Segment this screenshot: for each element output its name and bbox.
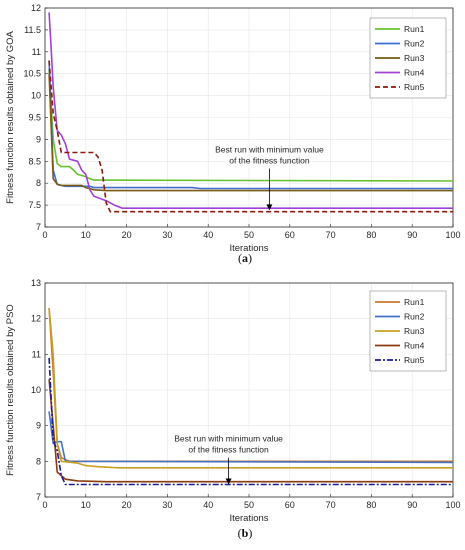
legend-label-run4: Run4 — [404, 68, 425, 78]
x-tick-label: 30 — [162, 500, 172, 510]
legend-label-run2: Run2 — [404, 312, 425, 322]
x-tick-label: 80 — [366, 500, 376, 510]
x-tick-label: 10 — [81, 230, 91, 240]
annotation-text: Best run with minimum value — [215, 145, 324, 155]
x-tick-label: 100 — [445, 230, 460, 240]
x-tick-label: 50 — [244, 230, 254, 240]
y-tick-label: 9 — [36, 134, 41, 144]
panel-caption-open: ( — [238, 526, 242, 540]
y-tick-label: 12 — [31, 3, 41, 13]
x-tick-label: 40 — [203, 230, 213, 240]
annotation-arrow-head — [266, 204, 273, 211]
series-line-run5 — [48, 357, 453, 486]
y-tick-label: 10.5 — [23, 69, 41, 79]
series-line-run3 — [48, 73, 453, 192]
panel-caption: (b) — [238, 526, 253, 540]
y-tick-label: 10 — [31, 385, 41, 395]
x-tick-label: 60 — [285, 500, 295, 510]
x-tick-label: 90 — [407, 230, 417, 240]
y-tick-label: 7 — [36, 492, 41, 502]
y-tick-label: 9.5 — [28, 113, 41, 123]
series-line-run1 — [48, 69, 453, 182]
y-tick-label: 7 — [36, 222, 41, 232]
y-tick-label: 9 — [36, 421, 41, 431]
legend-label-run3: Run3 — [404, 326, 425, 336]
x-tick-label: 70 — [326, 230, 336, 240]
series-line-run5 — [48, 60, 453, 213]
y-tick-label: 11 — [32, 349, 41, 359]
x-tick-label: 0 — [42, 230, 47, 240]
legend-label-run5: Run5 — [404, 82, 425, 92]
y-axis-label: Fitness function results obtained by GOA — [5, 31, 16, 204]
x-tick-label: 10 — [81, 500, 91, 510]
y-axis-label: Fitness function results obtained by PSO — [5, 304, 16, 476]
x-tick-label: 90 — [407, 500, 417, 510]
y-tick-label: 8.5 — [28, 156, 41, 166]
chart-panel-b: 0 10 20 30 40 50 60 70 80 90 100 7 8 9 10 11 12 13 Iterati… — [5, 278, 461, 540]
legend-label-run3: Run3 — [404, 53, 425, 63]
legend-label-run1: Run1 — [404, 24, 425, 34]
panel-caption-open: ( — [238, 251, 242, 265]
legend-label-run4: Run4 — [404, 341, 425, 351]
panel-caption: (a) — [238, 251, 252, 265]
y-tick-label: 8 — [36, 178, 41, 188]
annotation-text: Best run with minimum value — [174, 434, 283, 444]
y-tick-label: 10 — [31, 91, 41, 101]
x-tick-label: 80 — [366, 230, 376, 240]
x-tick-label: 40 — [203, 500, 213, 510]
chart-panel-a: 0 10 20 30 40 50 60 70 80 90 100 7 7.5 8 8.5 9 9.5 10 10.5… — [5, 3, 461, 265]
x-tick-label: 60 — [285, 230, 295, 240]
x-tick-label: 30 — [162, 230, 172, 240]
panel-caption-close: ) — [248, 251, 252, 265]
series-line-run4 — [48, 12, 453, 209]
x-axis-label: Iterations — [229, 513, 268, 524]
legend-label-run5: Run5 — [404, 355, 425, 365]
panel-caption-letter: b — [242, 526, 249, 540]
y-tick-label: 7.5 — [28, 200, 41, 210]
panel-caption-close: ) — [248, 526, 252, 540]
y-tick-label: 13 — [31, 278, 41, 288]
y-tick-label: 11.5 — [24, 25, 41, 35]
y-tick-label: 12 — [31, 314, 41, 324]
series-line-run2 — [48, 60, 453, 190]
series-group — [48, 12, 453, 213]
x-tick-label: 100 — [445, 500, 460, 510]
series-line-run4 — [48, 379, 453, 483]
annotation-arrow-head — [225, 478, 232, 485]
legend-label-run1: Run1 — [404, 297, 425, 307]
y-tick-label: 8 — [36, 456, 41, 466]
legend-label-run2: Run2 — [404, 39, 425, 49]
series-group — [48, 307, 453, 486]
annotation-text: of the fitness function — [188, 445, 269, 455]
x-tick-label: 20 — [122, 230, 132, 240]
annotation-text: of the fitness function — [229, 156, 310, 166]
y-tick-label: 11 — [32, 47, 41, 57]
x-tick-label: 70 — [326, 500, 336, 510]
panel-caption-letter: a — [242, 251, 248, 265]
x-axis-label: Iterations — [229, 243, 268, 254]
series-line-run3 — [48, 307, 453, 469]
x-tick-label: 50 — [244, 500, 254, 510]
x-tick-label: 0 — [42, 500, 47, 510]
x-tick-label: 20 — [122, 500, 132, 510]
